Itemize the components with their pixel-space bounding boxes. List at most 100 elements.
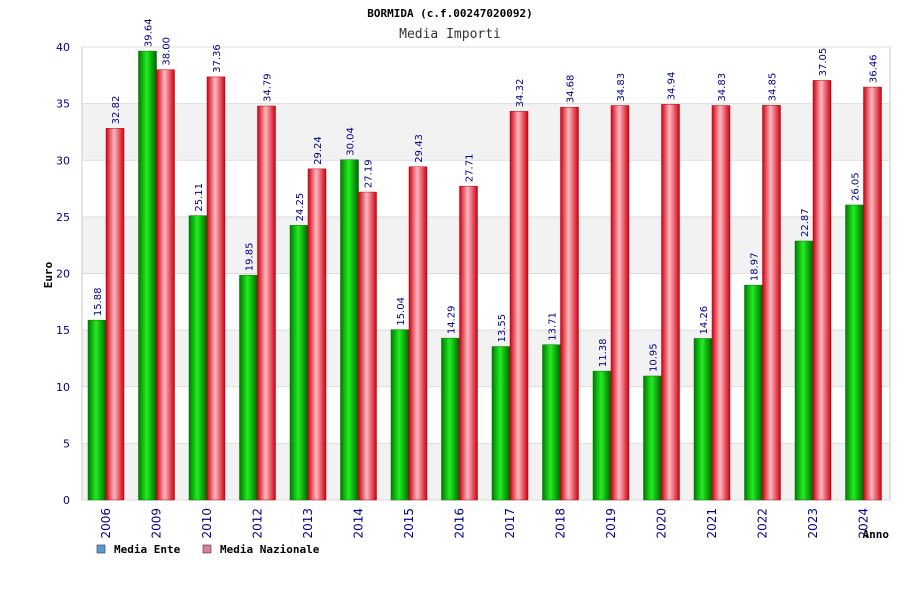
legend-label-media-ente: Media Ente <box>114 543 181 556</box>
value-label: 34.83 <box>616 73 627 102</box>
y-tick-label: 15 <box>56 324 70 337</box>
value-label: 19.85 <box>245 243 256 272</box>
value-label: 38.00 <box>162 37 173 66</box>
x-tick-label: 2020 <box>655 508 669 539</box>
bar-media-ente <box>289 225 309 501</box>
value-label: 22.87 <box>800 208 811 237</box>
value-label: 15.04 <box>396 297 407 326</box>
bar-media-nazionale <box>863 86 882 501</box>
value-label: 14.26 <box>699 306 710 335</box>
bar-media-nazionale <box>560 106 579 501</box>
value-label: 27.71 <box>465 154 476 183</box>
chart-title: BORMIDA (c.f.00247020092) <box>367 7 533 20</box>
value-label: 34.85 <box>768 73 779 102</box>
value-labels: 15.88 32.82 39.64 38.00 25.11 37.36 19.85 34.79… <box>93 18 880 372</box>
y-tick-label: 25 <box>56 211 70 224</box>
bar-media-ente <box>441 337 460 501</box>
legend-swatch-media-nazionale <box>202 544 212 554</box>
bar-media-ente <box>138 50 157 501</box>
y-tick-label: 35 <box>56 98 70 111</box>
value-label: 39.64 <box>144 18 155 47</box>
bar-media-ente <box>643 375 662 501</box>
bar-media-ente <box>340 159 359 501</box>
value-label: 26.05 <box>851 172 862 201</box>
bar-media-nazionale <box>459 185 478 501</box>
bars <box>87 50 882 501</box>
x-tick-label: 2018 <box>554 508 568 539</box>
value-label: 11.38 <box>598 338 609 367</box>
x-axis-label: Anno <box>863 528 890 541</box>
bar-media-nazionale <box>307 168 327 501</box>
bar-media-nazionale <box>610 105 630 501</box>
value-label: 34.94 <box>667 72 678 101</box>
bar-media-nazionale <box>762 105 781 501</box>
value-label: 25.11 <box>194 183 205 212</box>
bar-media-ente <box>491 346 511 501</box>
x-tick-label: 2009 <box>150 508 164 539</box>
value-label: 18.97 <box>750 253 761 282</box>
x-tick-label: 2012 <box>251 508 265 539</box>
legend: Media Ente Media Nazionale <box>96 543 320 556</box>
bar-media-nazionale <box>358 191 377 501</box>
x-tick-label: 2016 <box>453 508 467 539</box>
bar-media-nazionale <box>661 104 680 501</box>
bar-media-nazionale <box>206 76 226 501</box>
legend-label-media-nazionale: Media Nazionale <box>220 543 320 556</box>
bar-media-ente <box>188 215 208 501</box>
value-label: 15.88 <box>93 288 104 317</box>
y-tick-label: 40 <box>56 41 70 54</box>
bar-media-nazionale <box>156 69 175 501</box>
y-tick-label: 20 <box>56 268 70 281</box>
bar-media-nazionale <box>408 166 428 501</box>
y-tick-label: 0 <box>63 494 70 507</box>
value-label: 27.19 <box>364 159 375 188</box>
value-label: 29.43 <box>414 134 425 163</box>
x-tick-label: 2017 <box>503 508 517 539</box>
value-label: 13.71 <box>548 312 559 341</box>
value-label: 10.95 <box>649 343 660 372</box>
bar-media-nazionale <box>812 80 832 501</box>
x-tick-label: 2021 <box>705 508 719 539</box>
value-label: 13.55 <box>497 314 508 343</box>
bar-media-nazionale <box>509 111 529 501</box>
x-tick-label: 2013 <box>301 508 315 539</box>
value-label: 37.05 <box>818 48 829 77</box>
x-tick-label: 2023 <box>806 508 820 539</box>
x-tick-label: 2022 <box>756 508 770 539</box>
bar-media-ente <box>845 204 864 501</box>
bar-media-nazionale <box>711 105 731 501</box>
value-label: 36.46 <box>869 54 880 83</box>
value-label: 29.24 <box>313 136 324 165</box>
bar-media-ente <box>693 338 713 501</box>
bar-media-ente <box>542 344 561 501</box>
value-label: 34.32 <box>515 79 526 108</box>
value-label: 34.68 <box>566 75 577 104</box>
value-label: 30.04 <box>346 127 357 156</box>
y-tick-label: 5 <box>63 437 70 450</box>
bar-media-ente <box>592 370 612 501</box>
value-label: 24.25 <box>295 193 306 222</box>
value-label: 37.36 <box>212 44 223 73</box>
value-label: 32.82 <box>111 96 122 125</box>
x-tick-label: 2014 <box>352 508 366 539</box>
value-label: 34.83 <box>717 73 728 102</box>
x-tick-label: 2024 <box>857 508 871 539</box>
x-tick-label: 2006 <box>99 508 113 539</box>
bar-media-ente <box>794 240 814 501</box>
x-tick-label: 2015 <box>402 508 416 539</box>
bar-media-ente <box>87 319 107 501</box>
bar-media-nazionale <box>105 128 125 501</box>
y-axis-ticks: 0 5 10 15 20 25 30 35 40 <box>56 41 70 507</box>
y-tick-label: 10 <box>56 381 70 394</box>
value-label: 14.29 <box>447 306 458 335</box>
bar-media-nazionale <box>257 105 276 501</box>
y-axis-label: Euro <box>42 261 55 288</box>
x-axis-ticks: 2006 2009 2010 2012 2013 2014 2015 2016 2017 2018… <box>99 508 871 539</box>
x-tick-label: 2010 <box>200 508 214 539</box>
x-tick-label: 2019 <box>604 508 618 539</box>
legend-swatch-media-ente <box>96 544 106 554</box>
value-label: 34.79 <box>263 73 274 102</box>
chart-subtitle: Media Importi <box>399 27 501 42</box>
bar-media-ente <box>239 274 258 501</box>
